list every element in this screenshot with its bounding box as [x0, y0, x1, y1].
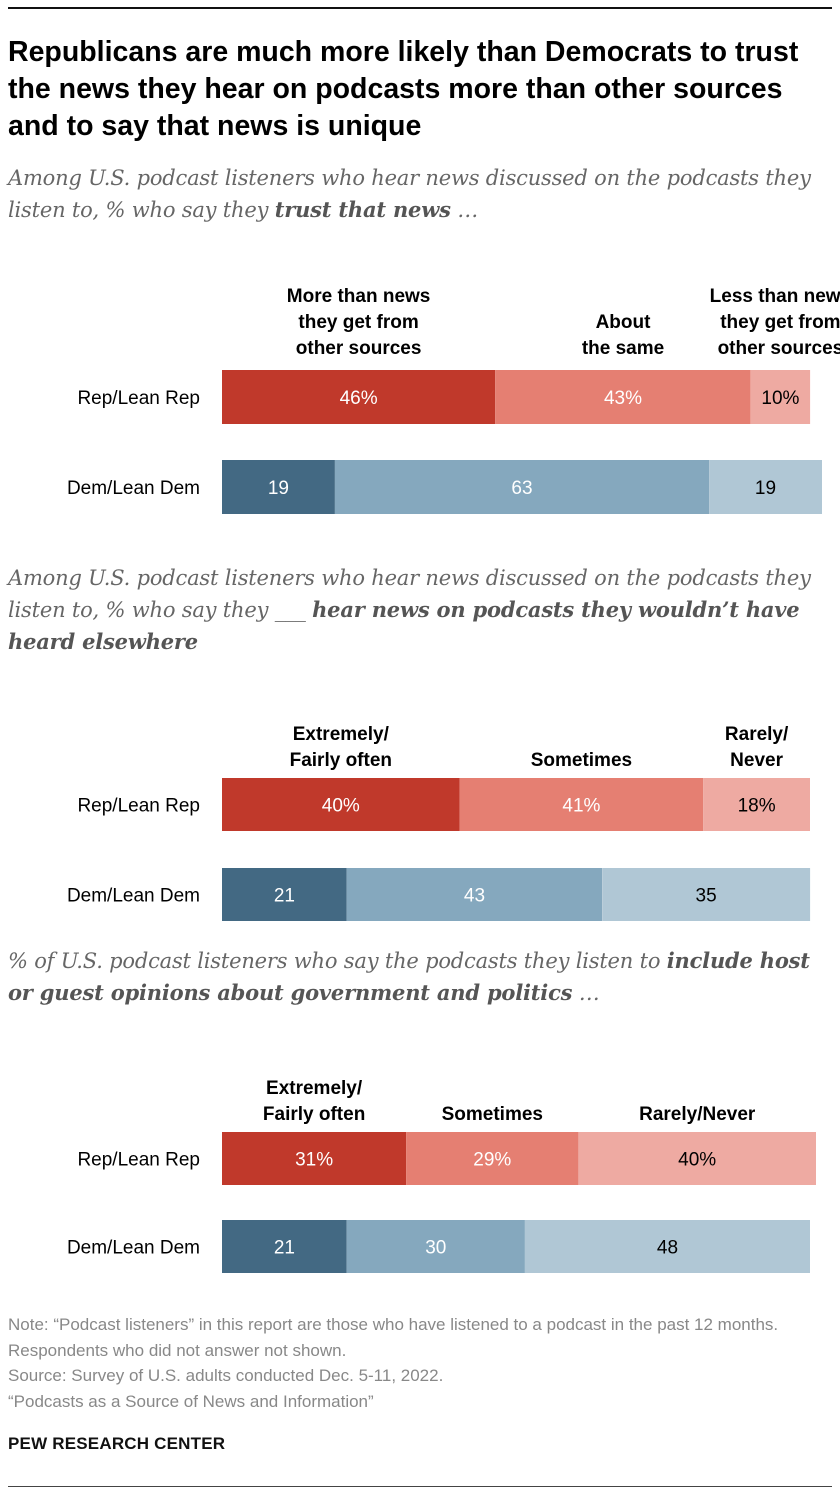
bar-segment — [495, 370, 751, 424]
column-header-0: they get from — [298, 312, 418, 333]
data-label: 18% — [738, 796, 776, 817]
chart-unique: Extremely/Fairly often Sometimes Rarely/Ne… — [0, 700, 840, 930]
row-label: Dem/Lean Dem — [67, 886, 200, 907]
note-line: Note: “Podcast listeners” in this report… — [8, 1315, 779, 1360]
subtitle-unique: Among U.S. podcast listeners who hear ne… — [8, 562, 832, 658]
bottom-rule — [8, 1486, 832, 1487]
column-header-2: they get from — [720, 312, 840, 333]
bar-segment — [222, 1132, 407, 1185]
row-label: Rep/Lean Rep — [77, 796, 200, 817]
data-label: 19 — [755, 478, 776, 499]
data-label: 30 — [425, 1238, 446, 1259]
subtitle-unique-lead: Among U.S. podcast listeners who hear ne… — [8, 566, 811, 622]
subtitle-unique-emph: hear news on podcasts they wouldn’t have… — [8, 597, 800, 654]
top-rule — [8, 7, 832, 9]
brand-logo-text: PEW RESEARCH CENTER — [8, 1434, 226, 1453]
chart-notes: Note: “Podcast listeners” in this report… — [8, 1312, 832, 1414]
data-label: 31% — [295, 1150, 333, 1171]
bar-segment — [222, 460, 335, 514]
bar-segment — [578, 1132, 816, 1185]
subtitle-trust-lead: Among U.S. podcast listeners who hear ne… — [8, 166, 811, 222]
bar-segment — [602, 868, 811, 921]
bar-segment — [222, 868, 347, 921]
data-label: 43% — [604, 388, 642, 409]
bar-segment — [709, 460, 822, 514]
column-header-2: Rarely/ — [725, 724, 789, 745]
data-label: 41% — [562, 796, 600, 817]
column-header-0: More than news — [287, 286, 431, 307]
subtitle-trust: Among U.S. podcast listeners who hear ne… — [8, 162, 832, 226]
column-header-0: other sources — [296, 338, 422, 359]
report-line: “Podcasts as a Source of News and Inform… — [8, 1391, 374, 1411]
column-header-0: Extremely/ — [293, 724, 390, 745]
data-label: 46% — [340, 388, 378, 409]
column-header-0: Extremely/ — [266, 1078, 363, 1099]
column-header-0: Fairly often — [263, 1104, 365, 1125]
bar-segment — [524, 1220, 810, 1273]
data-label: 40% — [322, 796, 360, 817]
column-header-0: Fairly often — [290, 750, 392, 771]
row-label: Rep/Lean Rep — [77, 1150, 200, 1171]
column-header-1: the same — [582, 338, 664, 359]
row-label: Rep/Lean Rep — [77, 388, 200, 409]
column-header-2: Less than news — [710, 286, 840, 307]
chart-opinions: Extremely/Fairly often Sometimes Rarely/Ne… — [0, 1060, 840, 1290]
data-label: 21 — [274, 1238, 295, 1259]
bar-segment — [346, 1220, 525, 1273]
data-label: 43 — [464, 886, 485, 907]
column-header-2: Never — [730, 750, 783, 771]
chart-opinions-svg: Extremely/Fairly often Sometimes Rarely/Ne… — [67, 1078, 816, 1273]
data-label: 21 — [274, 886, 295, 907]
chart-trust: More than news they get from other sources… — [0, 270, 840, 530]
subtitle-opinions: % of U.S. podcast listeners who say the … — [8, 945, 832, 1009]
column-header-2: Rarely/Never — [639, 1104, 756, 1125]
subtitle-opinions-tail: … — [572, 981, 600, 1005]
chart-trust-svg: More than news they get from other sources… — [67, 286, 840, 514]
data-label: 40% — [678, 1150, 716, 1171]
bar-segment — [703, 778, 810, 831]
bar-segment — [459, 778, 704, 831]
column-header-1: About — [596, 312, 652, 333]
row-label: Dem/Lean Dem — [67, 478, 200, 499]
bar-segment — [750, 370, 811, 424]
chart-title: Republicans are much more likely than De… — [8, 36, 799, 142]
subtitle-opinions-lead: % of U.S. podcast listeners who say the … — [8, 949, 667, 973]
data-label: 35 — [696, 886, 717, 907]
bar-segment — [406, 1132, 579, 1185]
data-label: 48 — [657, 1238, 678, 1259]
column-header-1: Sometimes — [531, 750, 632, 771]
subtitle-trust-emph: trust that news — [274, 197, 451, 222]
bar-segment — [222, 1220, 347, 1273]
source-line: Source: Survey of U.S. adults conducted … — [8, 1366, 444, 1385]
row-label: Dem/Lean Dem — [67, 1238, 200, 1259]
column-header-1: Sometimes — [442, 1104, 543, 1125]
data-label: 29% — [473, 1150, 511, 1171]
subtitle-opinions-emph: include host or guest opinions about gov… — [8, 948, 810, 1005]
chart-unique-svg: Extremely/Fairly often Sometimes Rarely/Ne… — [67, 724, 811, 921]
bar-segment — [334, 460, 710, 514]
data-label: 10% — [761, 388, 799, 409]
data-label: 63 — [511, 478, 532, 499]
bar-segment — [222, 370, 496, 424]
data-label: 19 — [268, 478, 289, 499]
subtitle-trust-tail: … — [450, 198, 478, 222]
column-header-2: other sources — [718, 338, 840, 359]
bar-segment — [346, 868, 603, 921]
bar-segment — [222, 778, 460, 831]
